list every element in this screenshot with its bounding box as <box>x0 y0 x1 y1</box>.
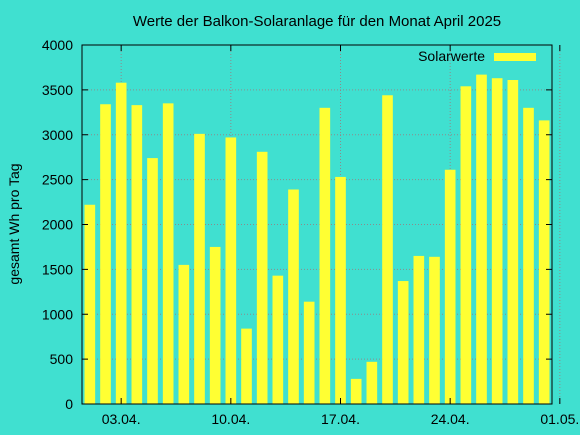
bar <box>84 204 96 404</box>
ticks: 0 500 1000 1500 2000 2500 3000 3500 4000 03.04. 10… <box>42 37 579 427</box>
bar <box>303 301 315 404</box>
bars <box>84 74 550 405</box>
bar <box>350 378 362 404</box>
bar <box>523 107 534 404</box>
bar <box>225 137 237 404</box>
bar <box>491 78 503 405</box>
bar <box>413 255 425 404</box>
bar <box>147 158 158 404</box>
y-tick-label: 1000 <box>42 306 73 322</box>
bar <box>162 103 174 405</box>
bar <box>460 86 472 404</box>
x-tick-label: 24.04. <box>431 411 470 427</box>
bar <box>131 105 143 404</box>
grid-lines <box>82 45 561 404</box>
bar <box>476 74 487 405</box>
bar <box>429 256 440 404</box>
bar <box>366 361 378 404</box>
x-tick-label: 01.05. <box>540 411 579 427</box>
bar <box>256 151 268 404</box>
legend-swatch <box>494 53 536 61</box>
bar <box>115 82 127 404</box>
bar <box>194 133 205 405</box>
bar <box>382 95 393 404</box>
y-tick-label: 500 <box>50 351 74 367</box>
bar <box>100 104 111 405</box>
x-tick-label: 03.04. <box>102 411 141 427</box>
bar <box>241 328 252 404</box>
chart-title: Werte der Balkon-Solaranlage für den Mon… <box>133 13 501 30</box>
y-tick-label: 0 <box>65 396 73 412</box>
x-tick-label: 10.04. <box>211 411 250 427</box>
legend-label: Solarwerte <box>418 48 485 64</box>
y-tick-label: 3000 <box>42 127 73 143</box>
y-tick-label: 2000 <box>42 217 73 233</box>
bar <box>319 107 331 404</box>
bar <box>288 189 299 404</box>
legend: Solarwerte <box>418 48 536 64</box>
bar <box>178 264 190 404</box>
bar <box>538 120 550 404</box>
y-tick-label: 3500 <box>42 82 73 98</box>
y-tick-label: 2500 <box>42 172 73 188</box>
bar <box>444 169 456 404</box>
bar <box>397 281 409 404</box>
bar <box>209 246 221 404</box>
y-tick-label: 4000 <box>42 37 73 53</box>
y-axis-label: gesamt Wh pro Tag <box>6 163 22 284</box>
x-tick-label: 17.04. <box>321 411 360 427</box>
bar <box>507 80 519 404</box>
y-tick-label: 1500 <box>42 261 73 277</box>
bar <box>335 176 346 404</box>
bar <box>272 275 284 404</box>
